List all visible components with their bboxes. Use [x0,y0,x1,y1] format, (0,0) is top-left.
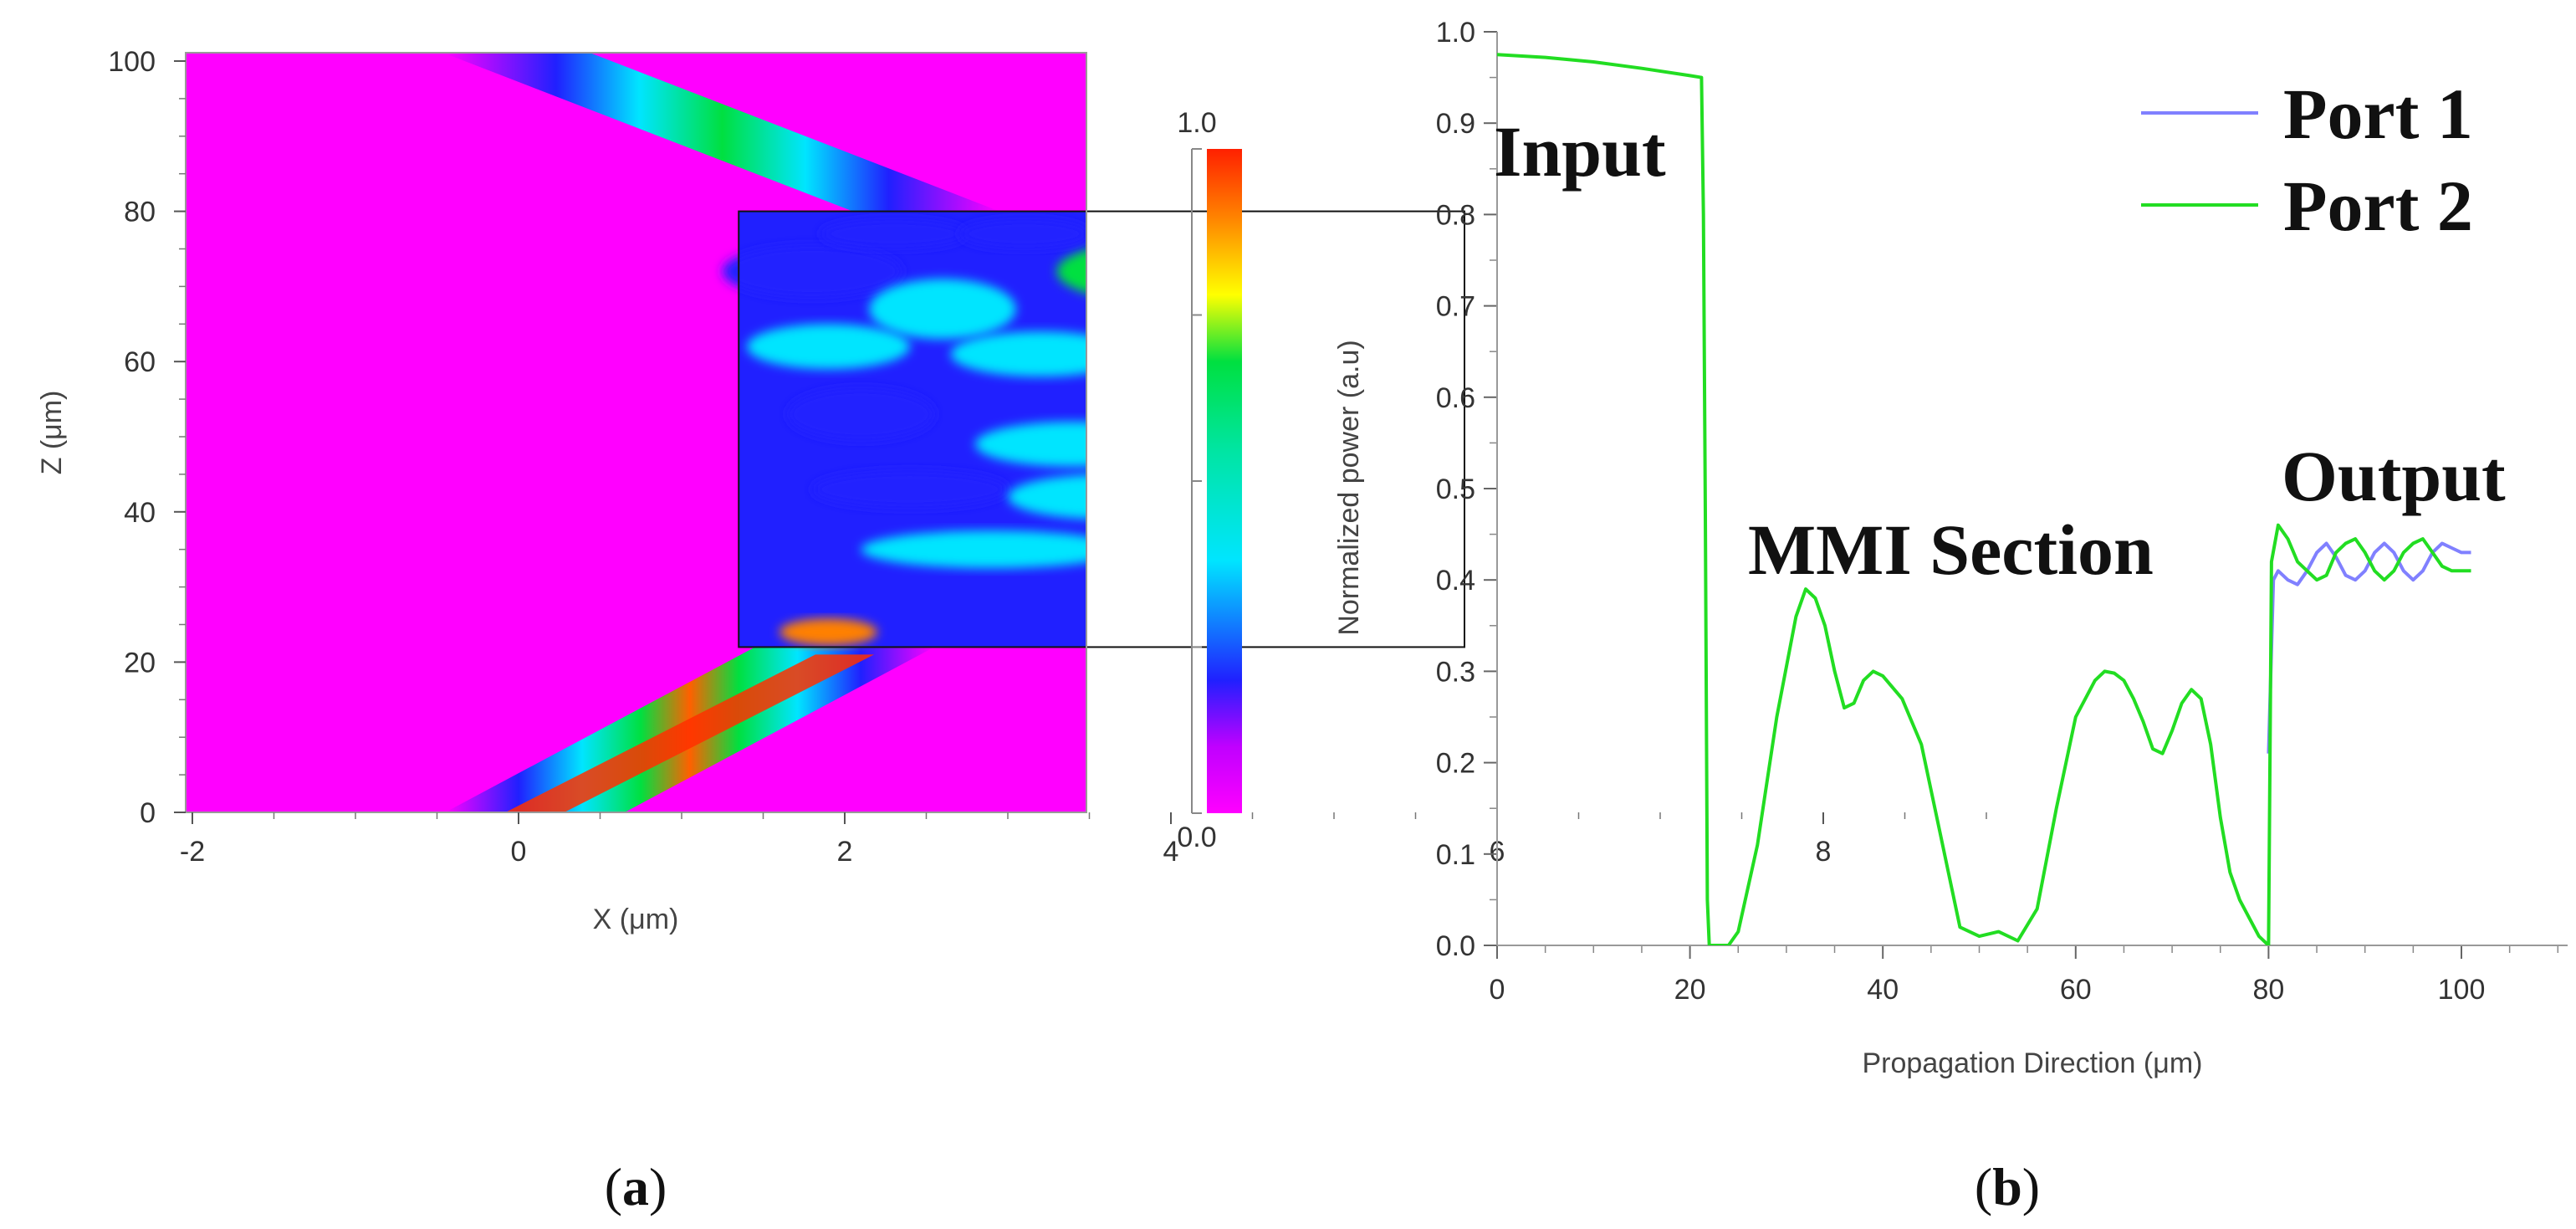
mmi-field-blob [958,218,1086,249]
power-plot-y-tick-label: 0.5 [1436,474,1475,505]
series-line-port-1 [2267,541,2471,754]
caption-b-close: ) [2022,1157,2040,1216]
heatmap-y-tick-label: 0 [140,797,156,829]
power-plot-x-tick-label: 60 [2060,974,2092,1006]
heatmap-x-tick-label: 4 [1163,836,1179,868]
legend-label: Port 2 [2283,166,2473,246]
mmi-field-blob [1056,249,1086,294]
power-plot-y-tick-label: 0.7 [1436,291,1475,323]
heatmap-x-tick-label: -2 [180,836,205,868]
annotation-mmi-section: MMI Section [1748,510,2154,590]
mmi-field-blob [779,618,877,646]
power-plot-y-tick-label: 0.3 [1436,656,1475,688]
caption-b-letter: b [1992,1157,2022,1216]
colorbar-gradient [1207,149,1242,813]
heatmap-x-axis: -2 0 2 4 6 8 [180,812,1987,868]
colorbar: 1.0 0.0 [1177,107,1242,853]
heatmap-x-axis-label: X (μm) [593,904,679,935]
power-plot-y-axis: 0.0 0.1 0.2 0.3 0.4 0.5 0.6 0.7 0.8 0.9 1.0 [1436,17,1497,962]
power-plot-x-tick-label: 20 [1674,974,1706,1006]
power-plot-x-tick-label: 100 [2438,974,2486,1006]
power-plot-y-tick-label: 0.4 [1436,565,1475,597]
series-line-port-2 [1497,53,2471,945]
colorbar-min-label: 0.0 [1177,822,1216,853]
heatmap-y-axis: 0 20 40 60 80 100 [108,46,186,829]
mmi-field-blob [1008,474,1086,520]
mmi-field-blob [1220,271,1416,316]
power-plot-x-axis: 0 20 40 60 80 100 [1490,945,2559,1006]
mmi-field-blob [950,331,1086,377]
heatmap-x-tick-label: 2 [837,836,853,868]
heatmap-y-axis-label: Z (μm) [36,391,68,475]
heatmap-frame [185,52,1087,813]
mmi-field-blob [722,244,902,298]
mmi-field-blob [975,422,1086,467]
power-plot-y-tick-label: 0.0 [1436,930,1475,962]
power-plot-x-tick-label: 40 [1867,974,1899,1006]
power-plot-y-tick-label: 0.9 [1436,108,1475,140]
heatmap-x-tick-label: 0 [511,836,527,868]
power-plot-y-tick-label: 0.8 [1436,199,1475,231]
mmi-field-blob [1236,219,1367,249]
panel-b-power-plot: 0 20 40 60 80 100 0.0 0.1 0.2 0.3 0.4 0.5 0.6 0.7 0.8… [1333,17,2568,1216]
field-intensity-layer [445,54,1416,812]
annotation-output: Output [2282,436,2506,516]
power-plot-y-tick-label: 1.0 [1436,17,1475,49]
power-plot-x-tick-label: 80 [2252,974,2284,1006]
power-plot-x-tick-label: 0 [1490,974,1505,1006]
power-plot-y-tick-label: 0.1 [1436,839,1475,871]
colorbar-ticks [1192,148,1202,814]
mmi-section-outline [738,210,1465,648]
power-plot-y-tick-label: 0.6 [1436,382,1475,414]
mmi-field-blob [820,218,968,249]
panel-a-caption: (a) [605,1157,667,1216]
heatmap-y-tick-label: 60 [124,346,156,378]
caption-b-open: ( [1975,1157,1992,1216]
colorbar-max-label: 1.0 [1177,107,1216,139]
legend-label: Port 1 [2283,74,2473,154]
heatmap-y-tick-label: 100 [108,46,156,78]
input-waveguide-core [505,654,875,812]
power-plot-legend: Port 1 Port 2 [2141,74,2473,246]
heatmap-y-tick-label: 40 [124,497,156,529]
mmi-field-blob [861,530,1086,569]
annotation-input: Input [1494,111,1666,192]
power-plot-series [1497,53,2471,945]
panel-b-caption: (b) [1975,1157,2040,1216]
caption-a-open: ( [605,1157,622,1216]
heatmap-y-tick-label: 80 [124,197,156,228]
power-plot-x-axis-label: Propagation Direction (μm) [1863,1047,2203,1079]
power-plot-y-axis-label: Normalized power (a.u) [1333,340,1365,635]
power-plot-y-tick-label: 0.2 [1436,748,1475,780]
output-waveguide-field-1 [445,54,1000,212]
heatmap-x-tick-label: 8 [1816,836,1832,868]
caption-a-close: ) [649,1157,667,1216]
mmi-field-blob [812,470,1008,509]
heatmap-y-tick-label: 20 [124,647,156,679]
caption-a-letter: a [622,1157,649,1216]
mmi-field-blob [747,324,910,370]
mmi-field-blob [869,279,1016,340]
mmi-field-blob [787,387,935,441]
